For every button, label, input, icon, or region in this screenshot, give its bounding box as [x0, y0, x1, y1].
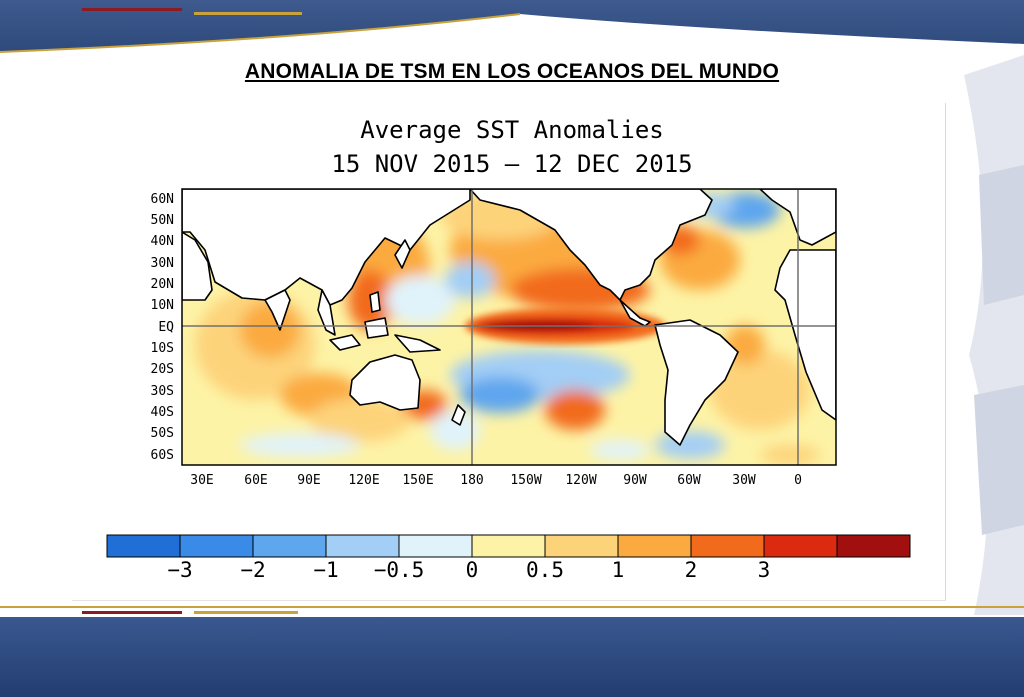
- lat-label: 10N: [151, 298, 174, 313]
- lat-label: 20N: [151, 277, 174, 292]
- colorbar-swatch: [252, 534, 327, 558]
- colorbar-swatch: [836, 534, 911, 558]
- colorbar-swatch: [690, 534, 765, 558]
- colorbar-swatch: [398, 534, 473, 558]
- lon-label: 30W: [732, 473, 756, 488]
- colorbar-swatch: [106, 534, 181, 558]
- lat-label: 60S: [151, 448, 174, 463]
- colorbar-swatch: [763, 534, 838, 558]
- lat-label: 30N: [151, 256, 174, 271]
- lon-label: 60W: [677, 473, 701, 488]
- slide-title: ANOMALIA DE TSM EN LOS OCEANOS DEL MUNDO: [244, 60, 780, 83]
- colorbar-tick-label: 0: [466, 558, 479, 582]
- colorbar-tick-label: 0.5: [526, 558, 564, 582]
- footer-gold-line: [0, 606, 1024, 608]
- colorbar-swatch: [544, 534, 619, 558]
- lon-label: 150E: [402, 473, 433, 488]
- lon-label: 180: [460, 473, 483, 488]
- lon-label: 150W: [510, 473, 541, 488]
- colorbar-swatch: [325, 534, 400, 558]
- lon-label: 60E: [244, 473, 267, 488]
- right-decoration: [964, 55, 1024, 615]
- colorbar-tick-label: −0.5: [374, 558, 425, 582]
- lon-label: 90E: [297, 473, 320, 488]
- lat-label: EQ: [158, 320, 174, 335]
- map-date-range: 15 NOV 2015 — 12 DEC 2015: [331, 150, 693, 178]
- lon-label: 120E: [348, 473, 379, 488]
- footer-gold-accent: [194, 611, 298, 614]
- lon-label: 30E: [190, 473, 213, 488]
- lat-label: 60N: [151, 192, 174, 207]
- top-banner-curve: [0, 8, 1024, 60]
- lon-label: 0: [794, 473, 802, 488]
- latitude-axis: 60N 50N 40N 30N 20N 10N EQ 10S 20S 30S 4…: [151, 192, 175, 463]
- colorbar-tick-label: 1: [612, 558, 625, 582]
- colorbar-tick-label: −2: [240, 558, 265, 582]
- colorbar-tick-label: 3: [758, 558, 771, 582]
- bottom-banner: [0, 617, 1024, 697]
- colorbar-swatch: [179, 534, 254, 558]
- lat-label: 50N: [151, 213, 174, 228]
- colorbar-tick-label: −1: [313, 558, 338, 582]
- lat-label: 40S: [151, 405, 174, 420]
- longitude-axis: 30E 60E 90E 120E 150E 180 150W 120W 90W …: [190, 473, 802, 488]
- lon-label: 90W: [623, 473, 647, 488]
- colorbar-swatch: [471, 534, 546, 558]
- land-masses: [182, 189, 836, 446]
- map-plot-area: [182, 189, 836, 465]
- map-frame: [181, 188, 837, 466]
- colorbar-swatch: [617, 534, 692, 558]
- lat-label: 30S: [151, 384, 174, 399]
- lat-label: 10S: [151, 341, 174, 356]
- colorbar-tick-label: 2: [685, 558, 698, 582]
- footer-red-line: [82, 611, 182, 614]
- colorbar: [106, 534, 911, 558]
- lat-label: 50S: [151, 426, 174, 441]
- colorbar-tick-label: −3: [167, 558, 192, 582]
- colorbar-labels: −3 −2 −1 −0.5 0 0.5 1 2 3: [167, 558, 770, 582]
- lon-label: 120W: [565, 473, 596, 488]
- lat-label: 20S: [151, 362, 174, 377]
- lat-label: 40N: [151, 234, 174, 249]
- map-title: Average SST Anomalies: [360, 116, 664, 144]
